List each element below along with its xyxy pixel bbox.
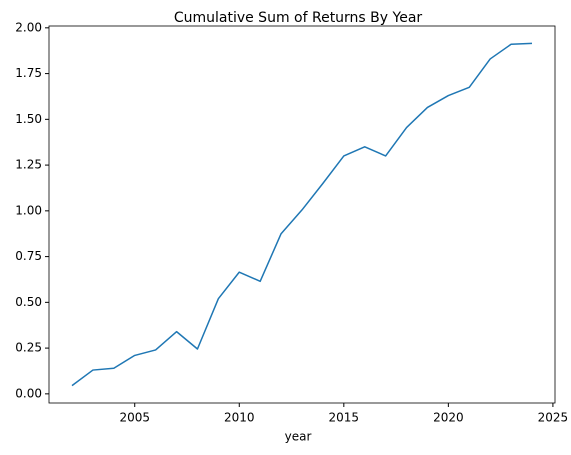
y-tick-label: 1.50 [15, 112, 42, 126]
data-line [71, 42, 533, 387]
x-tick-label: 2020 [433, 411, 464, 425]
x-tick-label: 2025 [538, 411, 569, 425]
y-tick-label: 2.00 [15, 20, 42, 34]
y-tick-label: 1.00 [15, 203, 42, 217]
y-tick-label: 0.25 [15, 341, 42, 355]
chart-title: Cumulative Sum of Returns By Year [174, 10, 423, 26]
x-axis-label: year [285, 430, 312, 444]
y-tick-label: 0.75 [15, 249, 42, 263]
y-tick-label: 0.00 [15, 386, 42, 400]
y-tick-label: 1.75 [15, 66, 42, 80]
y-tick-label: 0.50 [15, 295, 42, 309]
plot-frame [48, 25, 556, 404]
x-tick-label: 2010 [224, 411, 255, 425]
y-tick-label: 1.25 [15, 158, 42, 172]
x-tick-label: 2015 [329, 411, 360, 425]
x-tick-label: 2005 [119, 411, 150, 425]
